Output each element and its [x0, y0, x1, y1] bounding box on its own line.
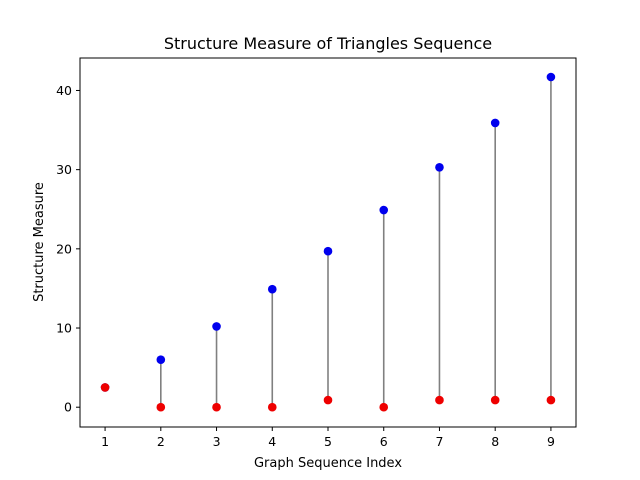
data-point-lower	[490, 395, 500, 405]
data-point-lower	[100, 383, 110, 392]
data-point-lower	[156, 402, 166, 412]
data-point-lower	[212, 402, 221, 412]
data-point-lower	[435, 395, 444, 405]
chart-title: Structure Measure of Triangles Sequence	[164, 34, 492, 53]
data-point-upper	[435, 162, 444, 172]
data-point-upper	[379, 205, 389, 215]
data-point-upper	[546, 72, 556, 82]
data-point-lower	[323, 395, 333, 405]
plot-area	[100, 72, 556, 412]
x-tick-label: 4	[268, 434, 276, 449]
y-tick-label: 20	[56, 241, 72, 256]
y-tick-label: 0	[64, 400, 72, 415]
data-point-upper	[267, 284, 277, 294]
data-point-upper	[156, 355, 166, 364]
data-point-upper	[490, 118, 500, 128]
axis-ticks: 1 2 3 4 5 6 7 8 9 0 10 20 30 40	[56, 83, 555, 449]
x-tick-label: 1	[101, 434, 109, 449]
y-axis-label: Structure Measure	[32, 182, 47, 302]
x-tick-label: 3	[213, 434, 221, 449]
x-tick-label: 7	[435, 434, 443, 449]
x-axis-label: Graph Sequence Index	[254, 456, 402, 471]
y-tick-label: 30	[56, 162, 72, 177]
y-tick-label: 10	[56, 321, 72, 336]
data-point-lower	[267, 402, 277, 412]
x-tick-label: 6	[380, 434, 388, 449]
data-point-upper	[323, 246, 333, 256]
x-tick-label: 5	[324, 434, 332, 449]
data-point-upper	[212, 322, 221, 331]
data-point-lower	[379, 402, 389, 412]
y-tick-label: 40	[56, 83, 72, 98]
x-tick-label: 2	[157, 434, 165, 449]
x-tick-label: 8	[491, 434, 499, 449]
x-tick-label: 9	[547, 434, 555, 449]
data-point-lower	[546, 395, 556, 405]
